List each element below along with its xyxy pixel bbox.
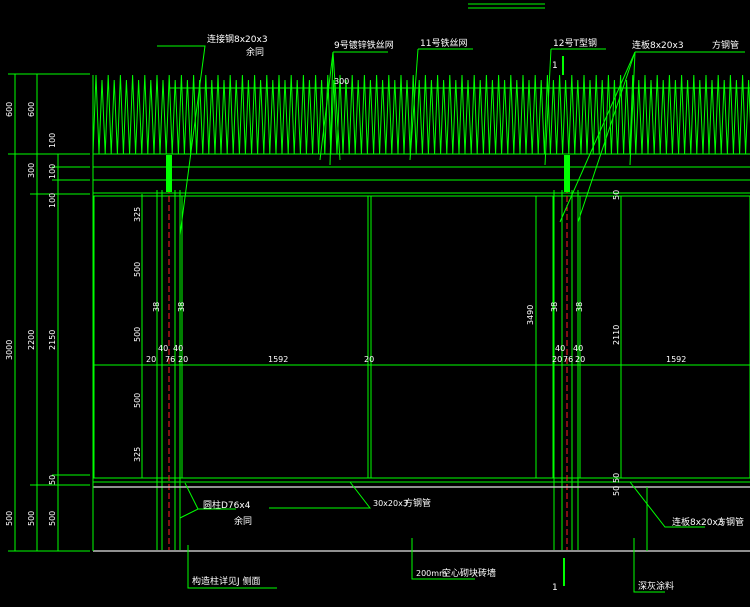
dim-text: 76: [165, 355, 175, 364]
dim-text: 1592: [666, 355, 686, 364]
horizontal-rails: [93, 153, 750, 483]
spike-top-wire: [92, 74, 750, 155]
section-mark-top: 1: [552, 61, 558, 71]
mesh-panels: [93, 195, 750, 479]
left-dimension-lines: [8, 73, 90, 552]
label-connector-top-left: 连接钢8x20x3: [207, 33, 268, 45]
dim-text: 500: [27, 511, 36, 526]
label-column-detail: 构造柱详见J 侧面: [192, 575, 261, 587]
dim-text: 325: [133, 447, 142, 462]
label-galvanized-mesh: 9号镀锌铁丝网: [334, 39, 394, 51]
dim-text: 325: [133, 207, 142, 222]
dim-text: 38: [575, 302, 584, 312]
dim-text: 40: [573, 344, 583, 353]
label-round-post: 圆柱D76x4: [203, 499, 251, 511]
dim-text: 40: [158, 344, 168, 353]
post-right: [535, 155, 579, 550]
leader-lines: [157, 45, 745, 593]
annotation-labels: 连接钢8x20x3 余同 9号镀锌铁丝网 11号铁丝网 12号T型钢 连板8x2…: [192, 33, 744, 593]
dim-text: 100: [48, 164, 57, 179]
dim-text: 600: [27, 102, 36, 117]
label-wire-mesh: 11号铁丝网: [420, 37, 467, 49]
label-top-spacing: 300: [334, 77, 349, 86]
dim-text: 2150: [48, 330, 57, 350]
dim-text: 38: [152, 302, 161, 312]
dim-text: 2110: [612, 325, 621, 345]
dim-text: 76: [563, 355, 573, 364]
label-square-tube-top-right: 方钢管: [712, 39, 739, 51]
dim-text: 100: [48, 193, 57, 208]
dim-text: 1592: [268, 355, 288, 364]
dim-text: 50: [612, 486, 621, 496]
label-connector-bottom-right: 连板8x20x3: [672, 516, 724, 528]
dim-text: 40: [173, 344, 183, 353]
label-wall: 空心砌块砖墙: [442, 567, 496, 579]
dim-text: 20: [552, 355, 562, 364]
post-dimension-texts: 325 500 500 500 325 38 38 40 40 20 76 20…: [133, 190, 686, 496]
section-mark-bottom: 1: [552, 583, 558, 593]
label-same-bottom-left: 余同: [234, 515, 252, 527]
dim-text: 20: [575, 355, 585, 364]
label-square-tube-mid: 方钢管: [404, 497, 431, 509]
post-left: [156, 155, 181, 550]
label-square-tube-size: 30x20x3: [373, 499, 408, 508]
dim-text: 20: [178, 355, 188, 364]
dim-text: 300: [27, 163, 36, 178]
dim-text: 50: [48, 475, 57, 485]
dim-text: 20: [146, 355, 156, 364]
dim-text: 2200: [27, 330, 36, 350]
dim-text: 50: [612, 473, 621, 483]
label-t-steel: 12号T型钢: [553, 37, 597, 49]
label-connector-top-right: 连板8x20x3: [632, 39, 684, 51]
dim-text: 38: [550, 302, 559, 312]
dim-text: 40: [555, 344, 565, 353]
base-wall: [92, 75, 750, 552]
dim-text: 50: [612, 190, 621, 200]
title-underline: [468, 3, 545, 9]
dim-text: 3000: [5, 340, 14, 360]
dim-text: 100: [48, 133, 57, 148]
label-same-top-left: 余同: [246, 46, 264, 58]
dim-text: 600: [5, 102, 14, 117]
dim-text: 500: [133, 262, 142, 277]
dim-text: 500: [133, 393, 142, 408]
dim-text: 3490: [526, 305, 535, 325]
label-wall-thickness: 200mm: [416, 569, 447, 578]
label-coating: 深灰涂料: [638, 580, 674, 592]
dim-text: 38: [177, 302, 186, 312]
label-square-tube-bottom-right: 方钢管: [717, 516, 744, 528]
left-dimension-texts: 600 3000 500 600 300 2200 500 100 100 10…: [5, 102, 57, 526]
dim-text: 20: [364, 355, 374, 364]
dim-text: 500: [133, 327, 142, 342]
dim-text: 500: [5, 511, 14, 526]
dim-text: 500: [48, 511, 57, 526]
